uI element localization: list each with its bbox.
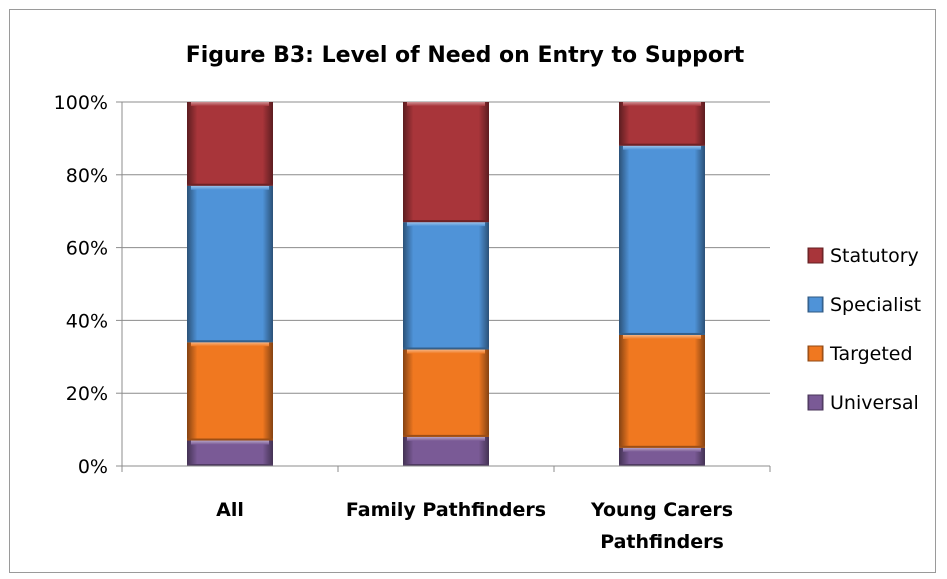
y-tick-label: 100% [54,92,108,114]
legend-item-specialist: Specialist [807,294,921,316]
bar-universal-family-pathfinders [403,436,489,466]
bar-targeted-family-pathfinders [403,349,489,437]
x-category-label: Family Pathfinders [346,499,546,521]
legend-label: Specialist [830,294,921,316]
bars [187,102,705,466]
legend-swatch [807,296,824,313]
x-axis-categories: All Family Pathfinders Young Carers Pathfin… [216,499,733,553]
y-tick-label: 80% [66,165,108,187]
stacked-bar-chart: Figure B3: Level of Need on Entry to Sup… [54,43,921,553]
axes [121,102,771,472]
legend-swatch [807,345,824,362]
bar-statutory-family-pathfinders [403,102,489,223]
legend-swatch [807,247,824,264]
x-category-label: Pathfinders [600,531,724,553]
bar-statutory-young-carers-pathfinders [619,102,705,146]
y-axis-ticks: 0% 20% 40% 60% 80% 100% [54,92,122,478]
bar-statutory-all [187,102,273,186]
x-category-label: Young Carers [590,499,733,521]
legend-item-statutory: Statutory [807,245,919,267]
bar-universal-young-carers-pathfinders [619,447,705,466]
legend-label: Universal [830,392,919,414]
bar-universal-all [187,440,273,466]
chart-frame: Figure B3: Level of Need on Entry to Sup… [9,9,936,573]
y-tick-label: 0% [78,456,108,478]
legend-label: Statutory [830,245,919,267]
legend-label: Targeted [829,343,913,365]
chart-title: Figure B3: Level of Need on Entry to Sup… [186,43,745,68]
bar-targeted-young-carers-pathfinders [619,334,705,448]
bar-specialist-young-carers-pathfinders [619,145,705,335]
y-tick-label: 40% [66,310,108,332]
x-category-label: All [216,499,244,521]
legend: Statutory Specialist Targeted Universal [807,245,921,414]
y-tick-label: 20% [66,383,108,405]
legend-item-universal: Universal [807,392,919,414]
bar-specialist-family-pathfinders [403,222,489,350]
y-tick-label: 60% [66,238,108,260]
legend-item-targeted: Targeted [807,343,913,365]
legend-swatch [807,394,824,411]
bar-specialist-all [187,185,273,343]
bar-targeted-all [187,342,273,441]
